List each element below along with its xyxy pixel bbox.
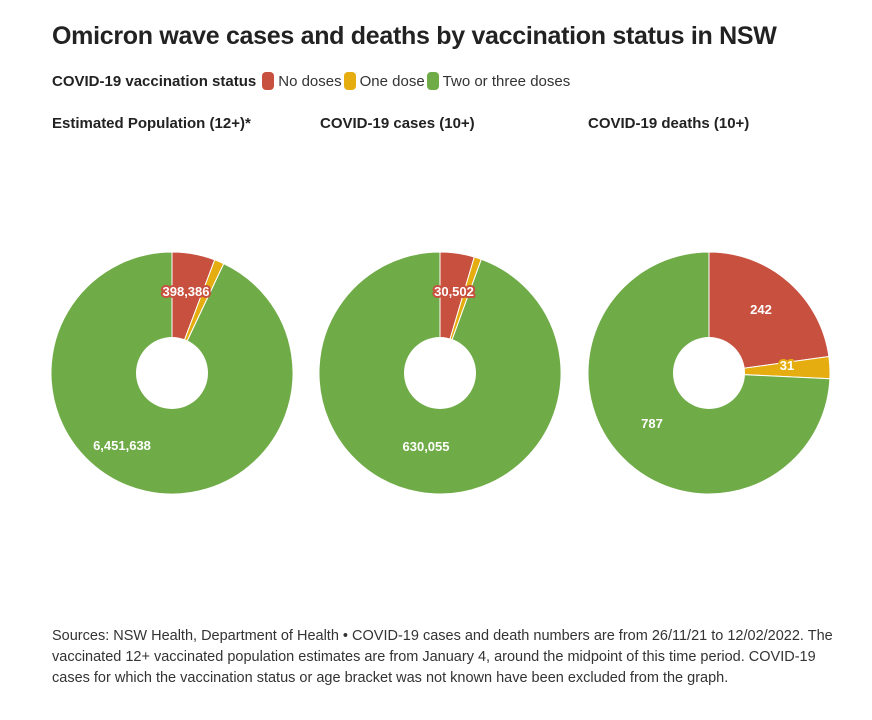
pie-title-deaths: COVID-19 deaths (10+) [588, 115, 750, 132]
legend-item-no-doses[interactable]: No doses [262, 72, 342, 90]
pie-title-cases: COVID-19 cases (10+) [320, 115, 475, 132]
pie-label-no-doses: 30,502 [434, 284, 474, 299]
legend: COVID-19 vaccination status No doses One… [52, 72, 572, 90]
pie-label-no-doses: 242 [750, 302, 772, 317]
legend-item-two-or-three-doses[interactable]: Two or three doses [426, 72, 571, 90]
footer-sources: Sources: NSW Health, Department of Healt… [52, 628, 833, 686]
pie-label-two-or-three-doses: 630,055 [403, 439, 450, 454]
legend-item-one-dose[interactable]: One dose [343, 72, 425, 90]
pie-title-population: Estimated Population (12+)* [52, 115, 251, 132]
pie-label-two-or-three-doses: 6,451,638 [93, 438, 151, 453]
legend-swatch-no-doses [262, 72, 275, 90]
pie-cases: 30,502 630,055 [318, 251, 562, 495]
pie-deaths: 242 31 787 [587, 251, 831, 495]
pie-slice-no-doses[interactable] [708, 251, 830, 374]
chart-title: Omicron wave cases and deaths by vaccina… [52, 22, 777, 50]
legend-swatch-two-or-three-doses [426, 72, 439, 90]
legend-label: One dose [359, 72, 425, 90]
pie-label-two-or-three-doses: 787 [641, 416, 663, 431]
pie-label-one-dose: 31 [780, 358, 794, 373]
pie-population: 398,386 6,451,638 [50, 251, 294, 495]
pie-label-no-doses: 398,386 [163, 284, 210, 299]
legend-label: Two or three doses [442, 72, 571, 90]
donut-hole [404, 337, 476, 409]
legend-swatch-one-dose [343, 72, 356, 90]
donut-hole [136, 337, 208, 409]
legend-label: No doses [278, 72, 342, 90]
donut-hole [673, 337, 745, 409]
pie-charts: 398,386 6,451,638 30,502 630,055 242 31 787 [50, 251, 831, 495]
legend-title: COVID-19 vaccination status [52, 72, 257, 90]
